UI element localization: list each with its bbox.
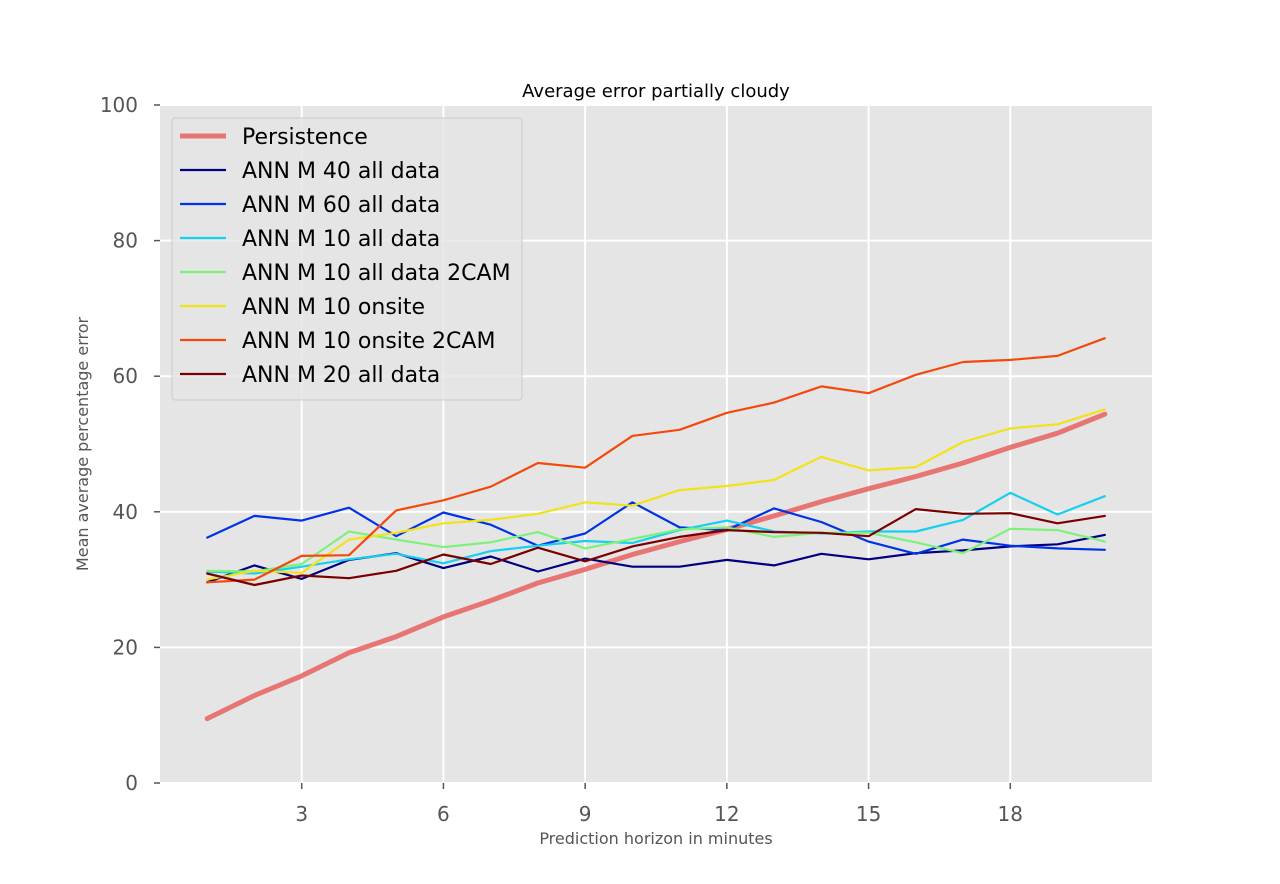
x-tick-label: 12 xyxy=(714,802,739,826)
series-line-ann-m-10-all-data-2cam xyxy=(206,526,1106,573)
x-tick-label: 3 xyxy=(295,802,308,826)
legend-label: ANN M 60 all data xyxy=(242,193,440,218)
y-axis-label: Mean average percentage error xyxy=(73,316,92,571)
x-tick-label: 9 xyxy=(579,802,592,826)
legend: Persistence ANN M 40 all data ANN M 60 all… xyxy=(171,117,523,401)
y-tick-label: 40 xyxy=(113,500,138,524)
series-line-persistence xyxy=(204,411,1108,722)
series-line-ann-m-10-onsite-2cam xyxy=(206,337,1106,584)
chart-title: Average error partially cloudy xyxy=(522,81,790,102)
series-line-ann-m-20-all-data xyxy=(206,508,1106,587)
legend-box xyxy=(171,117,523,401)
y-tick-label: 20 xyxy=(113,635,138,659)
series-line-ann-m-60-all-data xyxy=(206,501,1106,555)
legend-label: ANN M 10 onsite xyxy=(242,295,425,320)
legend-label: ANN M 10 all data xyxy=(242,227,440,252)
x-tick-label: 15 xyxy=(856,802,881,826)
legend-label: ANN M 20 all data xyxy=(242,363,440,388)
x-tick-label: 18 xyxy=(998,802,1023,826)
y-tick-label: 100 xyxy=(100,93,138,117)
x-tick-label: 6 xyxy=(437,802,450,826)
y-tick-label: 0 xyxy=(125,771,138,795)
y-tick-label: 80 xyxy=(113,229,138,253)
series-lines xyxy=(204,337,1108,722)
y-tick-label: 60 xyxy=(113,364,138,388)
legend-label: Persistence xyxy=(242,125,368,150)
axes: 0 20 40 60 80 100 3 6 9 12 15 18 xyxy=(100,93,1023,826)
x-axis-label: Prediction horizon in minutes xyxy=(539,829,772,848)
legend-label: ANN M 10 all data 2CAM xyxy=(242,261,511,286)
legend-label: ANN M 40 all data xyxy=(242,159,440,184)
series-line-ann-m-10-onsite xyxy=(206,408,1106,581)
legend-label: ANN M 10 onsite 2CAM xyxy=(242,329,495,354)
series-line-ann-m-10-all-data xyxy=(206,491,1106,575)
